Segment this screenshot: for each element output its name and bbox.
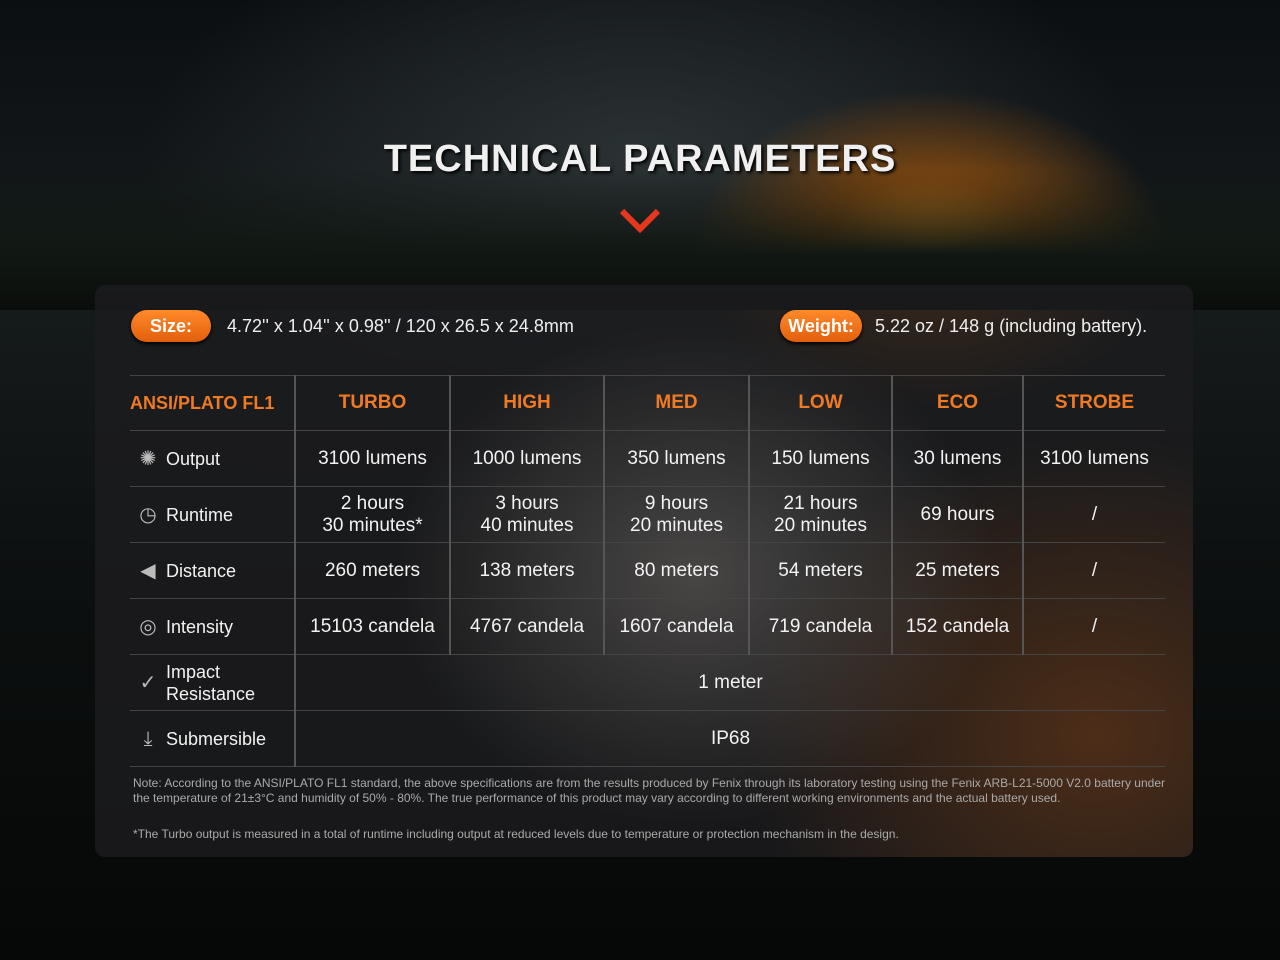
clock-icon: ◷ [139,504,157,527]
table-cell: 719 candela [748,598,892,655]
chevron-down-icon [620,208,660,234]
table-cell: 21 hours 20 minutes [748,486,892,543]
table-cell: 138 meters [449,542,604,599]
table-cell: 4767 candela [449,598,604,655]
table-row: ⤓ Submersible IP68 [130,710,1165,767]
row-label-text: Submersible [166,729,267,750]
column-header: STROBE [1022,375,1165,431]
table-cell: 150 lumens [748,430,892,487]
weight-value: 5.22 oz / 148 g (including battery). [875,316,1148,336]
weight-badge: Weight: [780,310,862,342]
impact-icon: ✓ [139,671,157,694]
table-cell: / [1022,542,1165,599]
table-cell: 3100 lumens [1022,430,1165,487]
column-header: ECO [891,375,1023,431]
table-cell: 1000 lumens [449,430,604,487]
row-label-text: Output [166,449,221,470]
row-label-text: Runtime [166,505,234,526]
table-cell: 30 lumens [891,430,1023,487]
table-cell: 80 meters [603,542,749,599]
page-title: TECHNICAL PARAMETERS [383,138,897,180]
table-cell: / [1022,598,1165,655]
light-burst-icon: ✺ [139,448,157,471]
column-header: HIGH [449,375,604,431]
table-header-row: ANSI/PLATO FL1 TURBO HIGH MED LOW ECO STROBE [130,375,1165,431]
table-cell: 1607 candela [603,598,749,655]
column-header: LOW [748,375,892,431]
table-cell: 1 meter [294,654,1165,711]
size-badge: Size: [131,310,211,342]
table-row: ◎ Intensity 15103 candela 4767 candela 1607 … [130,598,1165,655]
row-label: ✺ Output [130,430,295,487]
row-label: ✓ Impact Resistance [130,654,295,711]
column-header: ANSI/PLATO FL1 [130,375,295,431]
row-label-text: Distance [166,561,237,582]
table-row: ◀ Distance 260 meters 138 meters 80 meters 54… [130,542,1165,599]
row-label: ◀ Distance [130,542,295,599]
table-cell: 3 hours 40 minutes [449,486,604,543]
row-label-text: Impact Resistance [166,661,256,704]
note-text: Note: According to the ANSI/PLATO FL1 st… [133,776,1165,805]
table-cell: 350 lumens [603,430,749,487]
footnote-text: *The Turbo output is measured in a total… [133,827,899,841]
size-value: 4.72'' x 1.04'' x 0.98'' / 120 x 26.5 x … [227,316,574,336]
table-cell: IP68 [294,710,1165,767]
column-header: TURBO [294,375,450,431]
table-cell: 15103 candela [294,598,450,655]
table-cell: 69 hours [891,486,1023,543]
beam-distance-icon: ◀ [140,560,156,583]
table-cell: 54 meters [748,542,892,599]
row-label: ◷ Runtime [130,486,295,543]
row-label: ⤓ Submersible [130,710,295,767]
table-cell: 260 meters [294,542,450,599]
table-row: ✺ Output 3100 lumens 1000 lumens 350 lumens 1… [130,430,1165,487]
table-cell: 9 hours 20 minutes [603,486,749,543]
table-row: ✓ Impact Resistance 1 meter [130,654,1165,711]
table-row: ◷ Runtime 2 hours 30 minutes* 3 hours 40 mi… [130,486,1165,543]
spec-table: ANSI/PLATO FL1 TURBO HIGH MED LOW ECO STROBE ✺ O… [130,375,1165,767]
table-cell: 3100 lumens [294,430,450,487]
row-label-text: Intensity [166,617,234,638]
table-cell: 25 meters [891,542,1023,599]
column-header: MED [603,375,749,431]
table-cell: 152 candela [891,598,1023,655]
row-label: ◎ Intensity [130,598,295,655]
target-icon: ◎ [139,616,157,639]
table-cell: / [1022,486,1165,543]
submersible-icon: ⤓ [143,728,153,751]
table-cell: 2 hours 30 minutes* [294,486,450,543]
